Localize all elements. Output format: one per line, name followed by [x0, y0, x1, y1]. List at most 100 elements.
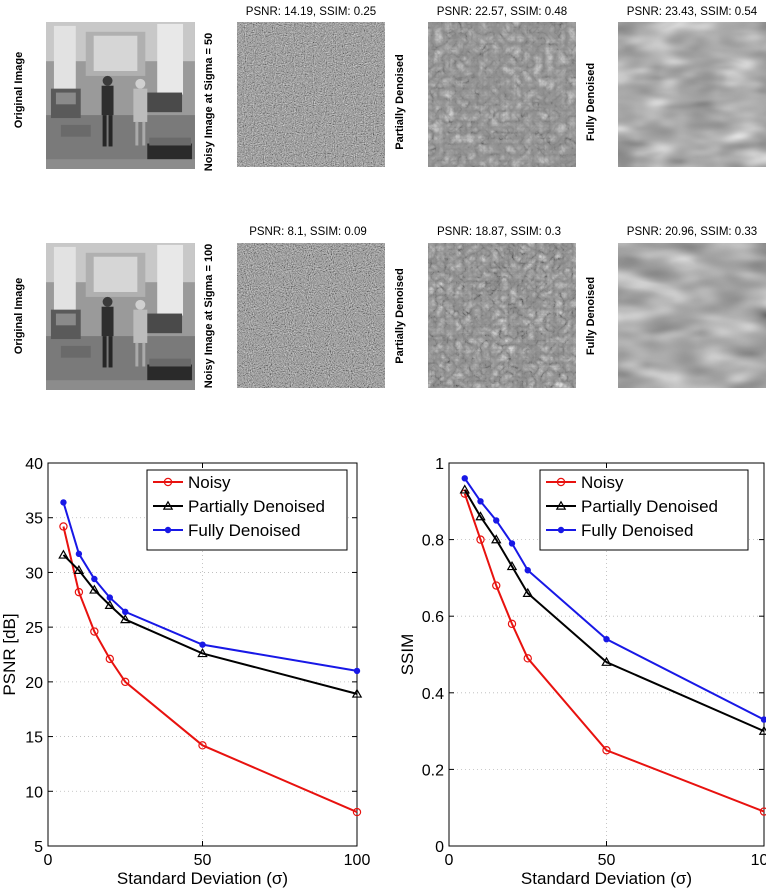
data-point — [507, 619, 517, 629]
row2-full-image — [618, 243, 766, 388]
data-point — [759, 807, 766, 816]
data-point — [122, 608, 129, 616]
legend-marker — [162, 500, 174, 510]
legend-box — [539, 469, 749, 551]
y-axis-label: SSIM — [398, 634, 417, 676]
legend-label: Noisy — [188, 473, 231, 492]
x-tick-label: 50 — [598, 852, 616, 869]
row1-full-label: Fully Denoised — [585, 63, 597, 141]
data-point — [506, 561, 518, 571]
y-tick-label: 20 — [25, 675, 43, 692]
data-point — [198, 741, 207, 750]
ssim-chart: 0 0.2 0.4 0.6 0.8 1 0 50 100 Standard Deviation (… — [398, 456, 766, 888]
y-tick-label: 0.6 — [422, 609, 444, 626]
x-tick-label: 0 — [44, 852, 53, 869]
x-tick-label: 0 — [445, 852, 454, 869]
data-point — [75, 550, 83, 558]
legend-label: Partially Denoised — [188, 497, 325, 516]
legend-marker — [163, 477, 173, 487]
x-axis-label: Standard Deviation (σ) — [117, 869, 288, 888]
data-point — [475, 511, 486, 521]
data-point — [105, 654, 115, 664]
data-point — [199, 641, 206, 648]
data-point — [461, 475, 468, 482]
data-point — [90, 627, 99, 636]
y-tick-label: 15 — [25, 730, 43, 747]
y-tick-label: 40 — [25, 456, 43, 473]
data-point — [353, 667, 361, 675]
y-tick-label: 1 — [435, 456, 444, 473]
data-point — [491, 534, 502, 544]
row1-noisy-label: Noisy Image at Sigma = 50 — [203, 33, 215, 171]
row2-partial-title: PSNR: 18.87, SSIM: 0.3 — [437, 226, 561, 238]
legend-marker — [557, 526, 565, 534]
row2-noisy-image — [237, 243, 385, 388]
data-point — [352, 807, 362, 817]
row2-partial-label: Partially Denoised — [394, 268, 406, 363]
series-line-partially-denoised — [463, 489, 765, 733]
series-line-partially-denoised — [62, 554, 358, 695]
data-point — [351, 688, 363, 698]
data-point — [477, 498, 484, 505]
y-tick-label: 25 — [25, 620, 43, 637]
legend-marker — [555, 500, 567, 510]
data-point — [522, 587, 533, 597]
series-group — [459, 475, 766, 816]
image-grid: Original Image Noisy Image at Sigma = 50… — [13, 6, 766, 390]
data-point — [120, 614, 131, 624]
data-point — [58, 549, 69, 559]
data-point — [524, 567, 531, 574]
data-point — [106, 594, 113, 601]
legend-label: Noisy — [581, 473, 624, 492]
data-point — [91, 575, 98, 583]
row2-original-image — [46, 243, 195, 390]
x-axis-label: Standard Deviation (σ) — [521, 869, 692, 888]
data-point — [523, 654, 532, 663]
data-point — [459, 484, 470, 494]
data-point — [602, 746, 611, 755]
data-point — [121, 677, 130, 687]
legend-label: Partially Denoised — [581, 497, 718, 516]
data-point — [73, 564, 85, 574]
data-point — [758, 725, 766, 735]
y-tick-label: 30 — [25, 565, 43, 582]
row2-full-title: PSNR: 20.96, SSIM: 0.33 — [627, 226, 757, 238]
row1-partial-label: Partially Denoised — [394, 54, 406, 149]
data-point — [89, 584, 100, 594]
x-tick-label: 100 — [751, 852, 766, 869]
series-group — [58, 499, 363, 817]
x-tick-label: 100 — [344, 852, 371, 869]
psnr-chart: 5 10 15 20 25 30 35 40 0 50 100 Standard Deviation … — [0, 456, 371, 888]
data-point — [60, 499, 67, 506]
y-tick-label: 0 — [435, 839, 444, 856]
row1-original-image — [46, 22, 195, 169]
data-point — [508, 540, 516, 547]
data-point — [476, 535, 485, 544]
legend: Noisy Partially Denoised Fully Denoised — [146, 469, 348, 551]
data-point — [74, 587, 84, 597]
series-line-noisy — [463, 493, 765, 813]
row1-partial-title: PSNR: 22.57, SSIM: 0.48 — [437, 6, 567, 18]
y-tick-label: 35 — [25, 511, 43, 528]
row1-full-title: PSNR: 23.43, SSIM: 0.54 — [627, 6, 758, 18]
y-axis-label: PSNR [dB] — [0, 613, 19, 695]
data-point — [104, 599, 116, 610]
y-tick-label: 0.2 — [422, 762, 444, 779]
data-point — [760, 716, 766, 723]
row1-noisy-title: PSNR: 14.19, SSIM: 0.25 — [246, 6, 376, 18]
row2-original-label: Original Image — [13, 278, 25, 354]
row2-partial-image — [428, 243, 576, 388]
legend-label: Fully Denoised — [188, 521, 300, 540]
row2-noisy-label: Noisy Image at Sigma = 100 — [203, 244, 215, 389]
x-tick-label: 50 — [194, 852, 212, 869]
data-point — [492, 581, 501, 590]
data-point — [603, 635, 610, 643]
legend-marker — [164, 526, 172, 534]
data-point — [197, 647, 208, 658]
row1-partial-image — [428, 22, 576, 167]
row1-full-image — [618, 22, 766, 167]
row1-noisy-image — [237, 22, 385, 167]
y-tick-label: 10 — [25, 784, 43, 801]
data-point — [601, 656, 612, 666]
series-line-noisy — [62, 526, 358, 813]
